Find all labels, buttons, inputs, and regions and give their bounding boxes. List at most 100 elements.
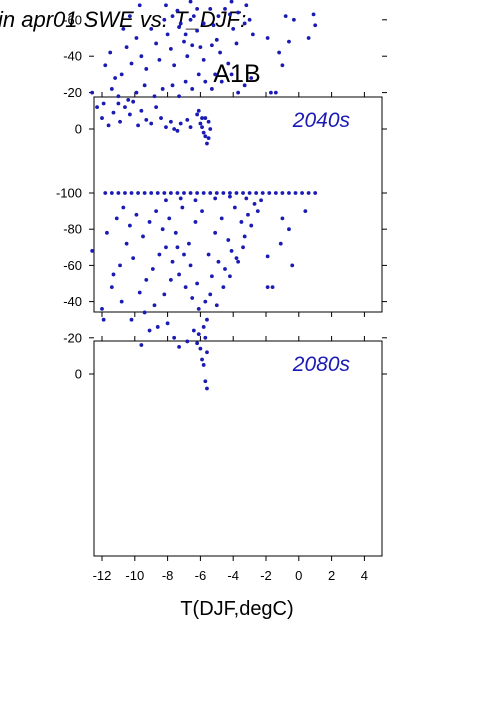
data-point xyxy=(283,14,288,19)
data-point xyxy=(103,191,108,195)
y-tick-label: -40 xyxy=(63,49,82,64)
data-point xyxy=(273,90,278,95)
data-point xyxy=(219,79,224,84)
data-point xyxy=(241,245,245,250)
data-point xyxy=(191,328,196,333)
data-point xyxy=(208,292,213,297)
x-tick-label: -10 xyxy=(125,568,144,583)
data-point xyxy=(177,25,181,29)
data-point xyxy=(183,285,188,290)
data-point xyxy=(127,14,132,19)
data-point xyxy=(300,191,304,195)
data-point xyxy=(196,306,201,311)
data-point xyxy=(177,272,181,277)
data-point xyxy=(127,223,132,228)
data-point xyxy=(177,344,181,349)
data-point xyxy=(127,112,132,117)
data-point xyxy=(101,317,106,322)
data-point xyxy=(228,194,232,199)
data-point xyxy=(155,325,160,329)
data-point xyxy=(203,299,208,304)
data-point xyxy=(141,234,145,239)
data-point xyxy=(191,14,196,19)
data-point xyxy=(144,67,149,71)
data-point xyxy=(273,191,278,195)
data-point xyxy=(114,216,119,221)
data-point xyxy=(164,245,168,250)
data-point xyxy=(118,119,122,124)
data-point xyxy=(168,47,173,51)
data-point xyxy=(106,123,111,128)
data-point xyxy=(188,191,193,195)
data-point xyxy=(162,17,167,22)
data-point xyxy=(160,227,165,232)
data-point xyxy=(228,12,232,17)
data-point xyxy=(154,105,159,110)
data-point xyxy=(95,105,99,110)
data-point xyxy=(244,196,249,201)
data-point xyxy=(136,123,140,128)
data-point xyxy=(213,196,218,201)
data-point xyxy=(201,21,206,26)
data-point xyxy=(265,36,270,40)
data-point xyxy=(195,281,200,286)
data-point xyxy=(265,254,270,259)
scatter-panel-2040s: 0-20-40-60-80-1002040s xyxy=(63,0,387,317)
data-point xyxy=(287,191,291,195)
data-point xyxy=(175,245,180,250)
data-point xyxy=(157,57,162,62)
data-point xyxy=(111,272,116,277)
data-point xyxy=(154,209,159,214)
data-point xyxy=(254,191,259,195)
x-tick-label: -8 xyxy=(162,568,174,583)
data-point xyxy=(229,0,234,4)
data-point xyxy=(287,227,291,232)
data-point xyxy=(172,335,177,340)
data-point xyxy=(234,256,239,261)
data-point xyxy=(277,50,282,55)
data-point xyxy=(219,216,224,221)
data-point xyxy=(165,321,170,326)
data-point xyxy=(306,36,311,40)
scenario-title: A1B xyxy=(213,60,260,88)
data-point xyxy=(172,127,177,131)
data-point xyxy=(124,241,129,246)
data-point xyxy=(214,191,219,195)
data-point xyxy=(205,350,209,355)
data-point xyxy=(164,3,168,8)
data-point xyxy=(159,116,163,120)
data-point xyxy=(244,3,249,8)
data-point xyxy=(206,252,211,257)
data-point xyxy=(236,259,241,264)
data-point xyxy=(226,61,231,66)
data-point xyxy=(246,212,250,217)
data-point xyxy=(278,241,283,246)
data-point xyxy=(137,3,142,8)
data-point xyxy=(306,191,311,195)
data-point xyxy=(142,310,147,315)
data-point xyxy=(249,76,254,80)
x-tick-label: -2 xyxy=(260,568,272,583)
data-point xyxy=(119,299,124,304)
data-point xyxy=(313,191,318,195)
data-point xyxy=(269,90,273,95)
data-point xyxy=(201,191,206,195)
data-point xyxy=(105,230,109,235)
data-point xyxy=(134,36,139,40)
data-point xyxy=(232,205,237,210)
data-point xyxy=(188,125,193,130)
data-point xyxy=(116,101,121,106)
data-point xyxy=(129,191,134,195)
data-point xyxy=(216,259,221,264)
data-point xyxy=(234,41,239,46)
data-point xyxy=(229,249,234,253)
plot-frame xyxy=(93,96,383,313)
data-point xyxy=(198,121,203,126)
data-point xyxy=(221,191,226,195)
x-tick-label: 4 xyxy=(361,568,368,583)
data-point xyxy=(303,209,308,214)
panel-label: 2040s xyxy=(292,109,351,132)
data-point xyxy=(208,191,213,195)
data-point xyxy=(196,332,201,337)
